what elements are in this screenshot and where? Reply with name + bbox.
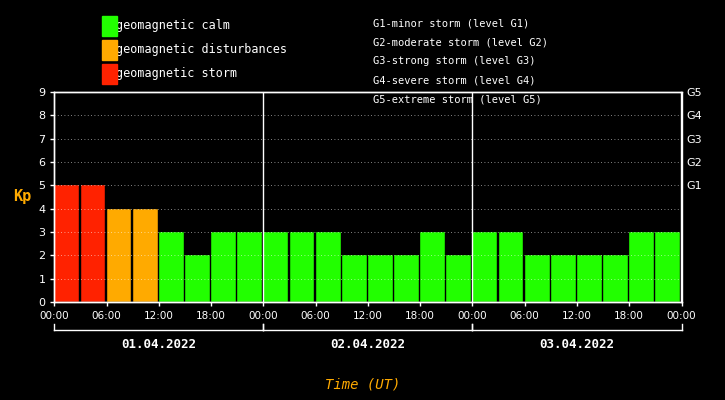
Bar <box>315 232 341 302</box>
Bar <box>551 255 576 302</box>
Bar <box>263 232 289 302</box>
Text: 03.04.2022: 03.04.2022 <box>539 338 615 350</box>
Text: geomagnetic disturbances: geomagnetic disturbances <box>116 44 287 56</box>
Bar <box>80 185 105 302</box>
Bar <box>341 255 367 302</box>
Text: G3-strong storm (level G3): G3-strong storm (level G3) <box>373 56 536 66</box>
Bar <box>577 255 602 302</box>
Text: G4-severe storm (level G4): G4-severe storm (level G4) <box>373 76 536 86</box>
Text: G2-moderate storm (level G2): G2-moderate storm (level G2) <box>373 37 548 47</box>
Text: Time (UT): Time (UT) <box>325 377 400 391</box>
Text: 02.04.2022: 02.04.2022 <box>331 338 405 350</box>
Bar <box>185 255 210 302</box>
Bar <box>473 232 497 302</box>
Text: geomagnetic calm: geomagnetic calm <box>116 20 230 32</box>
Bar <box>133 209 157 302</box>
Text: G5-extreme storm (level G5): G5-extreme storm (level G5) <box>373 95 542 105</box>
Bar <box>107 209 131 302</box>
Text: Kp: Kp <box>12 190 31 204</box>
Bar <box>237 232 262 302</box>
Bar <box>525 255 550 302</box>
Bar <box>394 255 419 302</box>
Bar <box>159 232 183 302</box>
Bar <box>447 255 471 302</box>
Bar <box>603 255 628 302</box>
Bar <box>629 232 654 302</box>
Text: G1-minor storm (level G1): G1-minor storm (level G1) <box>373 18 530 28</box>
Bar <box>289 232 315 302</box>
Bar <box>420 232 445 302</box>
Bar <box>499 232 523 302</box>
Bar <box>211 232 236 302</box>
Text: geomagnetic storm: geomagnetic storm <box>116 68 237 80</box>
Text: 01.04.2022: 01.04.2022 <box>121 338 196 350</box>
Bar <box>368 255 393 302</box>
Bar <box>54 185 79 302</box>
Bar <box>655 232 680 302</box>
